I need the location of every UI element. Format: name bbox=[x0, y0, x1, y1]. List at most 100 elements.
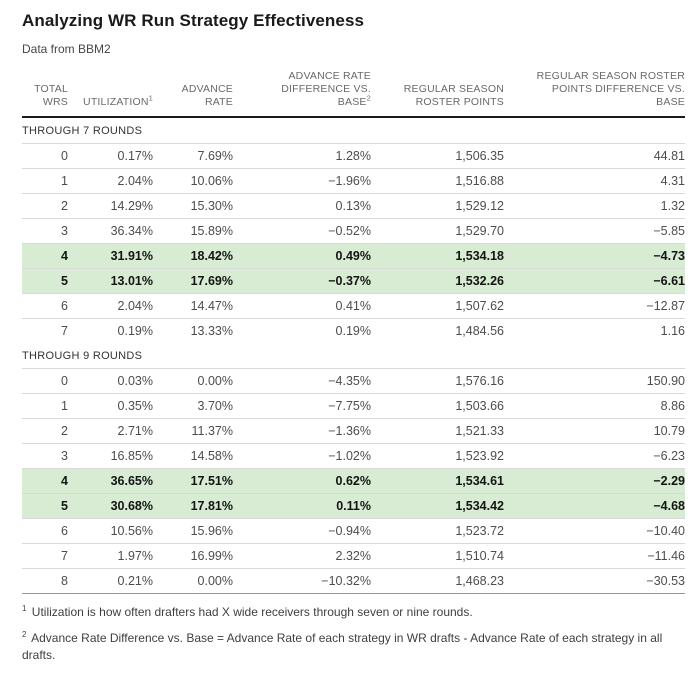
cell-advance-rate-difference-vs-base: 0.62% bbox=[335, 474, 371, 488]
cell-regular-season-roster-points: 1,523.92 bbox=[455, 449, 504, 463]
table-row-highlighted: 4 31.91% 18.42% 0.49% 1,534.18 −4.73 bbox=[22, 243, 685, 269]
cell-regular-season-roster-points-difference-vs-base: −4.73 bbox=[653, 249, 685, 263]
table-row: 6 10.56% 15.96% −0.94% 1,523.72 −10.40 bbox=[22, 519, 685, 544]
cell-regular-season-roster-points: 1,521.33 bbox=[455, 424, 504, 438]
cell-advance-rate: 0.00% bbox=[197, 374, 233, 388]
table-row: 6 2.04% 14.47% 0.41% 1,507.62 −12.87 bbox=[22, 294, 685, 319]
cell-advance-rate: 3.70% bbox=[197, 399, 233, 413]
column-header-advance-rate-difference-vs-base: ADVANCE RATE DIFFERENCE VS. BASE2 bbox=[281, 70, 371, 108]
header-footnote-marker: 2 bbox=[366, 93, 371, 103]
table-body: THROUGH 7 ROUNDS 0 0.17% 7.69% 1.28% 1,506.35… bbox=[22, 117, 685, 594]
cell-regular-season-roster-points: 1,529.70 bbox=[455, 224, 504, 238]
footnote-marker: 2 bbox=[22, 630, 27, 639]
cell-regular-season-roster-points: 1,484.56 bbox=[455, 324, 504, 338]
cell-total-wrs: 2 bbox=[61, 199, 68, 213]
cell-total-wrs: 7 bbox=[61, 549, 68, 563]
table-row: 2 2.71% 11.37% −1.36% 1,521.33 10.79 bbox=[22, 419, 685, 444]
cell-advance-rate-difference-vs-base: −10.32% bbox=[321, 574, 371, 588]
column-header-regular-season-roster-points: REGULAR SEASON ROSTER POINTS bbox=[403, 83, 504, 108]
cell-regular-season-roster-points: 1,576.16 bbox=[455, 374, 504, 388]
cell-regular-season-roster-points-difference-vs-base: −6.61 bbox=[653, 274, 685, 288]
cell-regular-season-roster-points: 1,532.26 bbox=[455, 274, 504, 288]
table-header-row: TOTAL WRS UTILIZATION1 ADVANCE RATE ADVANCE R… bbox=[22, 70, 685, 117]
footnote: 2 Advance Rate Difference vs. Base = Adv… bbox=[22, 630, 663, 663]
table-row: 0 0.17% 7.69% 1.28% 1,506.35 44.81 bbox=[22, 144, 685, 169]
cell-advance-rate-difference-vs-base: −4.35% bbox=[328, 374, 371, 388]
cell-advance-rate: 0.00% bbox=[197, 574, 233, 588]
cell-utilization: 0.03% bbox=[117, 374, 153, 388]
cell-utilization: 2.04% bbox=[117, 299, 153, 313]
cell-advance-rate: 17.81% bbox=[190, 499, 233, 513]
column-header-utilization: UTILIZATION1 bbox=[83, 93, 153, 108]
cell-utilization: 16.85% bbox=[110, 449, 153, 463]
cell-total-wrs: 6 bbox=[61, 299, 68, 313]
cell-advance-rate-difference-vs-base: −1.02% bbox=[328, 449, 371, 463]
cell-total-wrs: 1 bbox=[61, 399, 68, 413]
cell-utilization: 2.71% bbox=[117, 424, 153, 438]
cell-advance-rate-difference-vs-base: −1.36% bbox=[328, 424, 371, 438]
cell-advance-rate-difference-vs-base: 0.13% bbox=[335, 199, 371, 213]
cell-regular-season-roster-points: 1,529.12 bbox=[455, 199, 504, 213]
cell-regular-season-roster-points-difference-vs-base: −4.68 bbox=[653, 499, 685, 513]
chart-title: Analyzing WR Run Strategy Effectiveness bbox=[22, 11, 365, 30]
cell-advance-rate: 15.96% bbox=[190, 524, 233, 538]
column-header-total-wrs: TOTAL WRS bbox=[34, 83, 68, 108]
cell-total-wrs: 3 bbox=[61, 224, 68, 238]
cell-regular-season-roster-points-difference-vs-base: 44.81 bbox=[653, 149, 685, 163]
table-row: 7 0.19% 13.33% 0.19% 1,484.56 1.16 bbox=[22, 319, 685, 344]
cell-utilization: 0.19% bbox=[117, 324, 153, 338]
cell-utilization: 0.17% bbox=[117, 149, 153, 163]
cell-regular-season-roster-points: 1,534.61 bbox=[455, 474, 504, 488]
header-footnote-marker: 1 bbox=[148, 93, 153, 103]
cell-advance-rate: 18.42% bbox=[190, 249, 233, 263]
cell-advance-rate-difference-vs-base: −1.96% bbox=[328, 174, 371, 188]
cell-regular-season-roster-points-difference-vs-base: 8.86 bbox=[660, 399, 685, 413]
cell-total-wrs: 2 bbox=[61, 424, 68, 438]
cell-regular-season-roster-points-difference-vs-base: −30.53 bbox=[646, 574, 685, 588]
cell-advance-rate-difference-vs-base: −7.75% bbox=[328, 399, 371, 413]
cell-utilization: 14.29% bbox=[110, 199, 153, 213]
cell-advance-rate-difference-vs-base: 0.11% bbox=[336, 499, 371, 513]
cell-advance-rate-difference-vs-base: 2.32% bbox=[335, 549, 371, 563]
cell-regular-season-roster-points: 1,523.72 bbox=[455, 524, 504, 538]
section-label: THROUGH 7 ROUNDS bbox=[22, 125, 143, 137]
cell-regular-season-roster-points-difference-vs-base: 10.79 bbox=[653, 424, 685, 438]
cell-utilization: 13.01% bbox=[110, 274, 153, 288]
column-header-regular-season-roster-points-difference-vs-base: REGULAR SEASON ROSTER POINTS DIFFERENCE V… bbox=[536, 70, 685, 108]
cell-total-wrs: 0 bbox=[61, 374, 68, 388]
cell-regular-season-roster-points-difference-vs-base: 150.90 bbox=[646, 374, 685, 388]
cell-advance-rate: 11.37% bbox=[191, 424, 233, 438]
cell-utilization: 36.65% bbox=[110, 474, 153, 488]
cell-advance-rate: 10.06% bbox=[190, 174, 233, 188]
cell-regular-season-roster-points-difference-vs-base: −10.40 bbox=[646, 524, 685, 538]
table-row: 0 0.03% 0.00% −4.35% 1,576.16 150.90 bbox=[22, 369, 685, 394]
table-row: 3 36.34% 15.89% −0.52% 1,529.70 −5.85 bbox=[22, 219, 685, 244]
cell-regular-season-roster-points: 1,534.18 bbox=[455, 249, 504, 263]
table-row: 8 0.21% 0.00% −10.32% 1,468.23 −30.53 bbox=[22, 569, 685, 594]
table-row-highlighted: 4 36.65% 17.51% 0.62% 1,534.61 −2.29 bbox=[22, 468, 685, 494]
table-header: TOTAL WRS UTILIZATION1 ADVANCE RATE ADVANCE R… bbox=[22, 70, 685, 117]
cell-regular-season-roster-points-difference-vs-base: 1.16 bbox=[660, 324, 685, 338]
cell-total-wrs: 4 bbox=[61, 249, 68, 263]
cell-regular-season-roster-points-difference-vs-base: −2.29 bbox=[653, 474, 685, 488]
cell-regular-season-roster-points: 1,506.35 bbox=[455, 149, 504, 163]
section-header-row: THROUGH 7 ROUNDS bbox=[22, 117, 685, 144]
cell-advance-rate-difference-vs-base: 0.49% bbox=[335, 249, 371, 263]
cell-regular-season-roster-points: 1,468.23 bbox=[455, 574, 504, 588]
cell-regular-season-roster-points-difference-vs-base: −12.87 bbox=[646, 299, 685, 313]
footnotes: 1 Utilization is how often drafters had … bbox=[22, 604, 667, 664]
cell-utilization: 36.34% bbox=[110, 224, 153, 238]
cell-regular-season-roster-points-difference-vs-base: −5.85 bbox=[653, 224, 685, 238]
cell-total-wrs: 6 bbox=[61, 524, 68, 538]
column-header-advance-rate: ADVANCE RATE bbox=[181, 83, 233, 108]
cell-utilization: 31.91% bbox=[110, 249, 153, 263]
cell-regular-season-roster-points: 1,516.88 bbox=[455, 174, 504, 188]
cell-regular-season-roster-points-difference-vs-base: −6.23 bbox=[653, 449, 685, 463]
cell-regular-season-roster-points-difference-vs-base: 4.31 bbox=[660, 174, 685, 188]
cell-regular-season-roster-points: 1,534.42 bbox=[455, 499, 504, 513]
cell-utilization: 10.56% bbox=[110, 524, 153, 538]
cell-total-wrs: 8 bbox=[61, 574, 68, 588]
cell-advance-rate: 14.58% bbox=[190, 449, 233, 463]
cell-regular-season-roster-points: 1,510.74 bbox=[455, 549, 504, 563]
